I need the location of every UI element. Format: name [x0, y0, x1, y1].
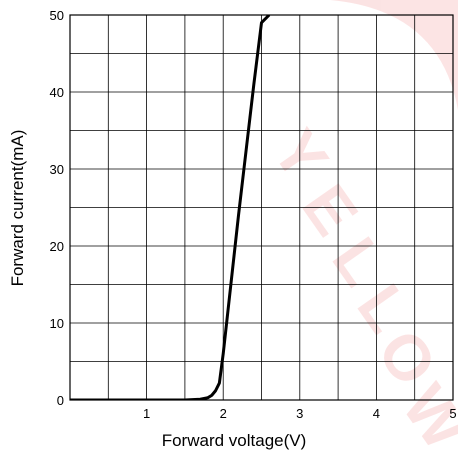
- y-tick-label: 30: [50, 162, 64, 177]
- series-layer: [70, 15, 271, 400]
- x-tick-label: 3: [296, 406, 303, 421]
- x-tick-label: 4: [373, 406, 380, 421]
- y-tick-label: 50: [50, 8, 64, 23]
- x-axis-label: Forward voltage(V): [162, 431, 307, 450]
- x-tick-labels: 1 2 3 4 5: [143, 406, 457, 421]
- y-tick-label: 10: [50, 316, 64, 331]
- plot-frame: [69, 14, 454, 401]
- y-tick-label: 40: [50, 85, 64, 100]
- y-tick-label: 20: [50, 239, 64, 254]
- grid: [70, 15, 453, 400]
- watermark-letter: Y: [259, 117, 342, 193]
- watermark: Y E L L O W: [259, 0, 458, 455]
- y-tick-labels: 0 10 20 30 40 50: [50, 8, 64, 408]
- x-tick-label: 2: [220, 406, 227, 421]
- y-tick-label: 0: [57, 393, 64, 408]
- y-axis-label: Forward current(mA): [8, 130, 27, 287]
- x-tick-label: 1: [143, 406, 150, 421]
- x-tick-label: 5: [449, 406, 456, 421]
